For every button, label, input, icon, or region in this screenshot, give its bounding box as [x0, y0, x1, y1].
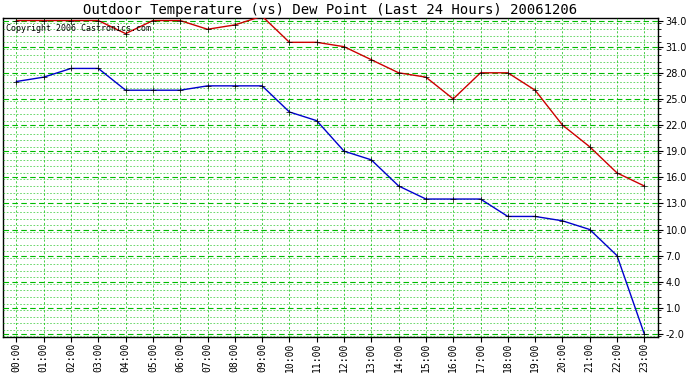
Title: Outdoor Temperature (vs) Dew Point (Last 24 Hours) 20061206: Outdoor Temperature (vs) Dew Point (Last…	[83, 3, 578, 17]
Text: Copyright 2006 Castronics.com: Copyright 2006 Castronics.com	[6, 24, 151, 33]
